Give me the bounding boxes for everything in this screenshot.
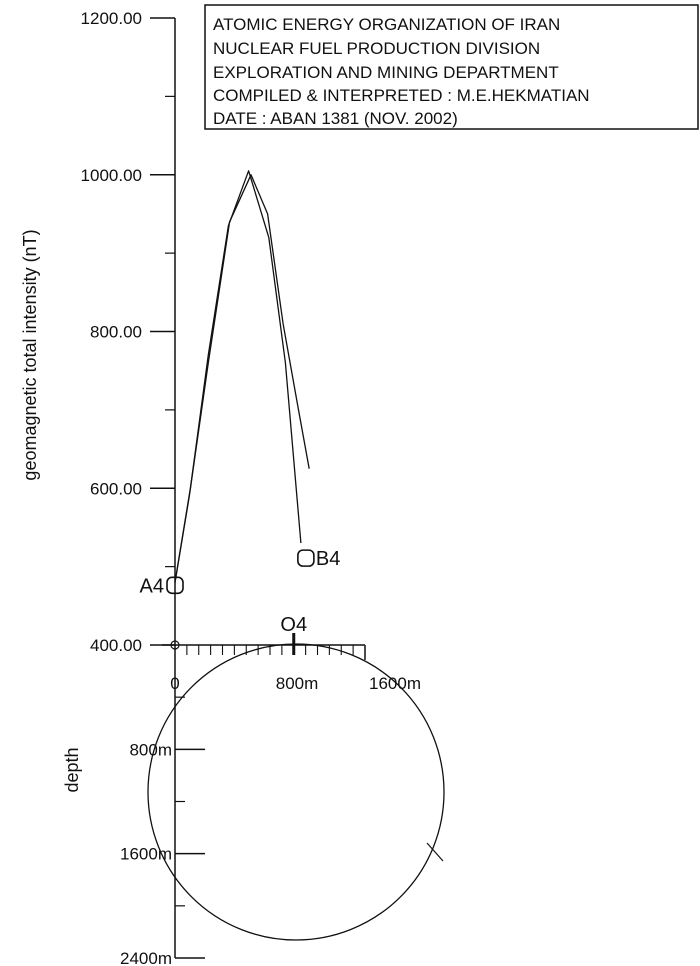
marker-box [166,576,184,595]
profile-y-tick-label: 1200.00 [81,9,142,28]
distance-axis: O40800m1600m [162,614,421,693]
title-box [204,4,699,130]
profile-series-line [174,170,302,583]
marker-box [297,549,315,567]
profile-series-line [174,174,310,583]
depth-axis-label: depth [62,747,82,792]
profile-y-tick-label: 1000.00 [81,166,142,185]
title-line-5: DATE : ABAN 1381 (NOV. 2002) [213,109,458,128]
marker-label: A4 [140,575,164,597]
title-block: ATOMIC ENERGY ORGANIZATION OF IRAN NUCLE… [204,4,699,130]
distance-tick-label: 800m [276,674,319,693]
profile-y-ticks: 400.00 600.00 800.00 1000.00 1200.00 [81,9,175,655]
depth-ticks: 800m 1600m 2400m [120,696,205,966]
profile-markers: A4 B4 [140,548,341,597]
profile-chart: 400.00 600.00 800.00 1000.00 1200.00 geomagn… [20,9,340,655]
circle-tick-mark [426,842,444,862]
distance-tick-label: 1600m [369,674,421,693]
profile-y-tick-label: 400.00 [90,636,142,655]
title-line-2: NUCLEAR FUEL PRODUCTION DIVISION [213,39,540,58]
title-line-3: EXPLORATION AND MINING DEPARTMENT [213,63,559,82]
depth-section: 800m 1600m 2400m depth [62,643,445,966]
marker-label: B4 [316,548,340,570]
title-line-4: COMPILED & INTERPRETED : M.E.HEKMATIAN [213,86,590,105]
depth-tick-label: 800m [129,740,172,759]
profile-y-axis-label: geomagnetic total intensity (nT) [20,229,40,480]
depth-tick-label: 1600m [120,845,172,864]
title-line-1: ATOMIC ENERGY ORGANIZATION OF IRAN [213,15,560,34]
profile-y-tick-label: 600.00 [90,479,142,498]
origin-o4-label: O4 [280,614,307,636]
profile-y-tick-label: 800.00 [90,323,142,342]
anomalous-body-circle [147,643,445,941]
profile-series-group [174,170,310,583]
depth-tick-label: 2400m [120,949,172,966]
